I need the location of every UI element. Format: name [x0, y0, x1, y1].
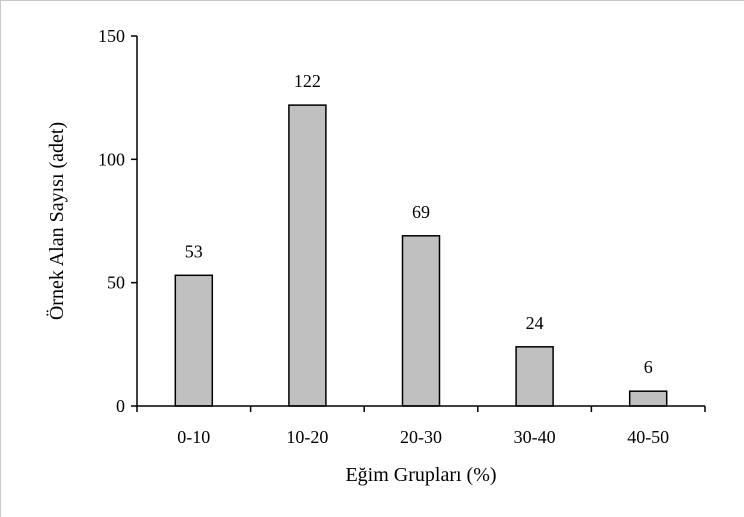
data-label-0-10: 53	[185, 241, 203, 261]
bar-0-10	[174, 274, 214, 407]
labels-layer: 53 0-10 122 10-20 69 20-30 24 30-40 6 40-50 0 50 100…	[98, 26, 669, 447]
bar-20-30	[401, 235, 441, 407]
data-label-20-30: 69	[412, 202, 430, 222]
x-tick-label-0-10: 0-10	[177, 427, 210, 447]
y-tick-label-50: 50	[107, 273, 125, 293]
x-axis-title: Eğim Grupları (%)	[345, 464, 496, 486]
data-label-40-50: 6	[644, 357, 653, 377]
x-tick-label-40-50: 40-50	[627, 427, 669, 447]
y-tick-label-100: 100	[98, 149, 125, 169]
x-tick-label-20-30: 20-30	[400, 427, 442, 447]
axes-layer	[131, 35, 706, 412]
y-tick-label-0: 0	[116, 396, 125, 416]
y-axis-title: Örnek Alan Sayısı (adet)	[45, 122, 68, 320]
x-tick-label-10-20: 10-20	[286, 427, 328, 447]
y-tick-label-150: 150	[98, 26, 125, 46]
bar-40-50	[628, 390, 668, 407]
x-tick-label-30-40: 30-40	[514, 427, 556, 447]
bar-30-40	[515, 346, 554, 407]
data-label-30-40: 24	[526, 313, 544, 333]
bar-10-20	[288, 104, 327, 407]
bars-layer	[174, 104, 668, 407]
data-label-10-20: 122	[294, 71, 321, 91]
